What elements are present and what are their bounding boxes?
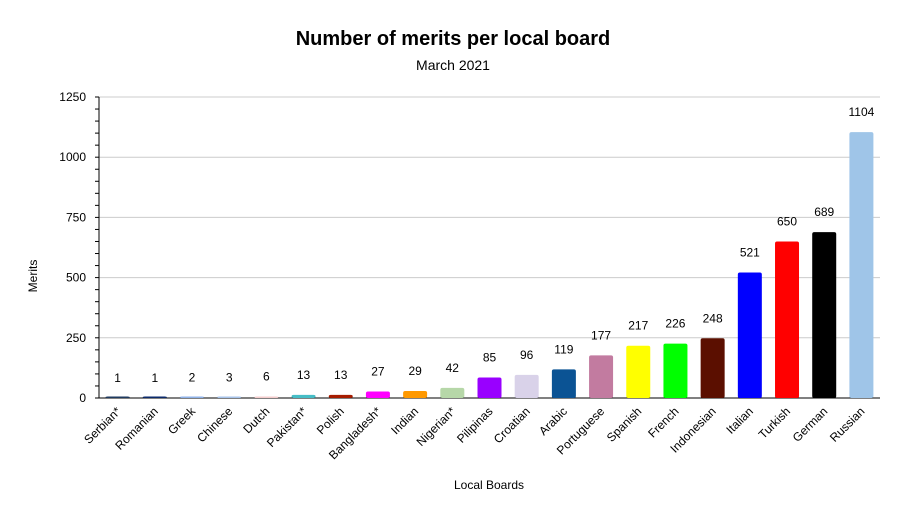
bar-arabic xyxy=(551,369,576,398)
x-tick-label: French xyxy=(645,404,681,440)
x-tick-label: German xyxy=(790,404,831,445)
bar-pilipinas xyxy=(477,377,502,398)
data-label: 226 xyxy=(665,317,685,331)
data-label: 217 xyxy=(628,319,648,333)
bar-french xyxy=(663,343,688,398)
y-axis-label: Merits xyxy=(26,260,40,293)
bar-italian xyxy=(737,272,762,398)
data-label: 1 xyxy=(151,371,158,385)
data-label: 248 xyxy=(703,311,723,325)
x-tick-label: Indian xyxy=(388,404,421,437)
data-labels: 1 1 2 3 6 13 13 27 29 42 85 96 119 177 217 226 248 521 650… xyxy=(114,105,874,385)
data-label: 13 xyxy=(297,368,311,382)
data-label: 2 xyxy=(189,371,196,385)
x-tick-label: Croatian xyxy=(491,404,533,446)
bar-portuguese xyxy=(589,355,614,398)
x-tick-label: Italian xyxy=(723,404,756,437)
data-label: 650 xyxy=(777,214,797,228)
bar-greek xyxy=(179,396,204,398)
bar-pakistan xyxy=(291,394,316,398)
data-label: 1 xyxy=(114,371,121,385)
data-label: 96 xyxy=(520,348,534,362)
x-tick-label: Chinese xyxy=(194,404,235,445)
data-label: 6 xyxy=(263,370,270,384)
bar-serbian xyxy=(105,396,130,398)
bar-spanish xyxy=(626,345,651,398)
y-tick-label: 1000 xyxy=(59,150,86,164)
data-label: 689 xyxy=(814,205,834,219)
x-axis-label: Local Boards xyxy=(454,478,524,492)
chart-subtitle: March 2021 xyxy=(416,57,490,73)
x-tick-label: Russian xyxy=(827,404,868,445)
y-tick-label: 500 xyxy=(66,271,86,285)
data-label: 3 xyxy=(226,370,233,384)
x-tick-label: Greek xyxy=(165,404,199,438)
data-label: 13 xyxy=(334,368,348,382)
y-tick-label: 1250 xyxy=(59,90,86,104)
x-tick-label: Spanish xyxy=(604,404,645,445)
bar-polish xyxy=(328,394,353,398)
bar-bangladesh xyxy=(365,391,390,398)
bar-chinese xyxy=(217,396,242,398)
bar-turkish xyxy=(775,241,800,398)
bar-nigerian xyxy=(440,387,465,398)
bar-croatian xyxy=(514,374,539,398)
y-tick-label: 0 xyxy=(79,391,86,405)
x-tick-label: Polish xyxy=(314,404,347,437)
y-tick-label: 250 xyxy=(66,331,86,345)
x-tick-label: Turkish xyxy=(756,404,793,441)
data-label: 119 xyxy=(554,342,573,356)
data-label: 27 xyxy=(371,364,385,378)
x-tick-label: Arabic xyxy=(536,404,570,438)
data-label: 1104 xyxy=(848,105,874,119)
data-label: 42 xyxy=(446,361,460,375)
x-tick-label: Pakistan* xyxy=(264,404,310,450)
y-tick-labels: 0 250 500 750 1000 1250 xyxy=(59,90,86,405)
bar-romanian xyxy=(142,396,167,398)
y-tick-label: 750 xyxy=(66,210,86,224)
bar-indian xyxy=(403,391,428,398)
x-tick-label: Dutch xyxy=(240,404,272,436)
data-label: 521 xyxy=(740,246,760,260)
bar-indonesian xyxy=(700,338,725,398)
bars xyxy=(105,132,874,398)
data-label: 29 xyxy=(408,364,422,378)
bar-russian xyxy=(849,132,874,398)
data-label: 177 xyxy=(591,328,611,342)
x-tick-label: Pilipinas xyxy=(454,404,496,446)
bar-dutch xyxy=(254,396,279,398)
x-tick-label: Nigerian* xyxy=(414,404,459,449)
bar-german xyxy=(812,232,837,398)
data-label: 85 xyxy=(483,351,497,365)
chart-title: Number of merits per local board xyxy=(296,28,611,50)
